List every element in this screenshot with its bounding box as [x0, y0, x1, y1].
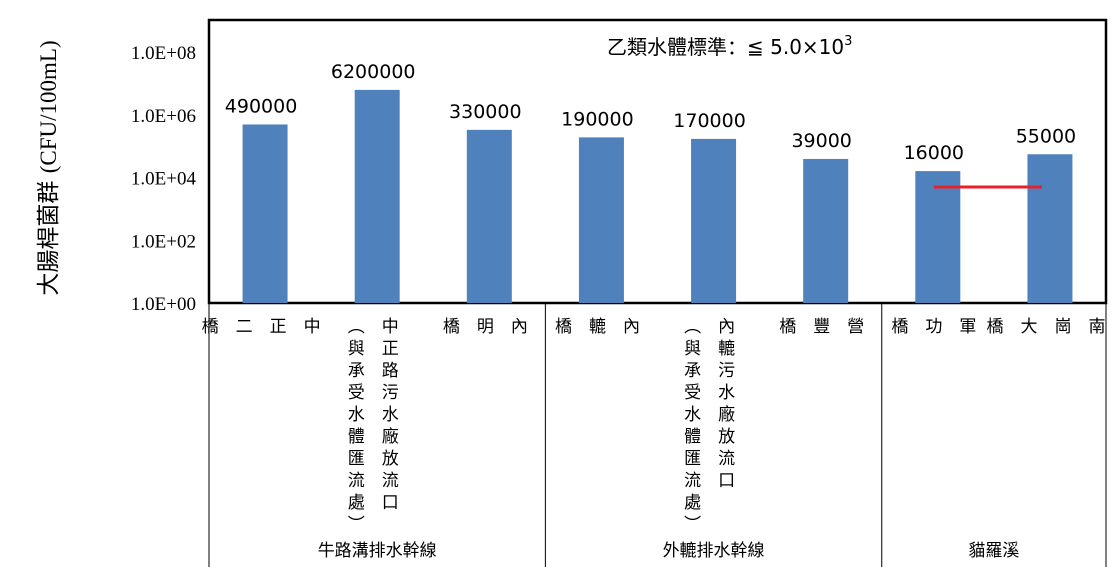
- category-label-char: 受: [348, 383, 365, 403]
- data-labels: 490000 6200000 330000 190000 170000 39000 1600…: [225, 61, 1076, 164]
- category-label-char: 橋: [779, 317, 796, 337]
- y-tick-label: 1.0E+04: [131, 169, 197, 190]
- bar: [242, 124, 288, 304]
- category-label-char: 流: [718, 449, 735, 469]
- standard-annotation: 乙類水體標準：≦ 5.0×103: [607, 34, 852, 59]
- category-label-char: ︵: [348, 317, 365, 337]
- category-label-char: ︶: [348, 515, 365, 535]
- category-label-char: 中: [304, 317, 321, 337]
- bar: [578, 137, 624, 303]
- category-label-char: 正: [382, 339, 399, 359]
- category-label-char: 轆: [718, 339, 735, 359]
- group-label: 外轆排水幹線: [663, 540, 765, 561]
- bar: [1027, 154, 1073, 303]
- category-label-char: 內: [718, 317, 735, 337]
- group-labels: 牛路溝排水幹線 外轆排水幹線 貓羅溪: [318, 540, 1020, 561]
- category-label-char: 橋: [443, 317, 460, 337]
- y-axis-ticks: 1.0E+00 1.0E+02 1.0E+04 1.0E+06 1.0E+08: [131, 43, 197, 315]
- category-label-char: ︵: [684, 317, 701, 337]
- category-label-char: 轆: [589, 317, 606, 337]
- category-label-char: 南: [1088, 317, 1105, 337]
- category-label-char: 匯: [348, 449, 365, 469]
- data-label: 39000: [791, 130, 851, 152]
- category-label-char: 中: [382, 317, 399, 337]
- data-label: 330000: [449, 101, 522, 123]
- standard-group: 乙類水體標準：≦ 5.0×103: [607, 34, 1042, 189]
- category-label-char: 橋: [891, 317, 908, 337]
- category-label-char: 大: [1020, 317, 1037, 337]
- category-label-char: 水: [382, 405, 399, 425]
- category-label-char: 放: [718, 427, 735, 447]
- bar: [466, 129, 512, 303]
- category-label-char: 水: [348, 405, 365, 425]
- category-label-char: 處: [348, 493, 365, 513]
- category-label-char: 受: [684, 383, 701, 403]
- group-label: 貓羅溪: [968, 541, 1019, 561]
- y-tick-label: 1.0E+08: [131, 43, 196, 64]
- group-label: 牛路溝排水幹線: [318, 540, 437, 561]
- category-label-char: 流: [382, 471, 399, 491]
- category-label-char: 與: [348, 339, 365, 359]
- category-label-char: 明: [477, 317, 494, 337]
- category-label-char: 水: [684, 405, 701, 425]
- bar: [803, 158, 849, 303]
- category-label-char: 軍: [959, 317, 976, 337]
- category-label-char: 廠: [718, 404, 735, 425]
- category-label-char: 流: [684, 471, 701, 491]
- category-label-char: 崗: [1054, 317, 1071, 337]
- category-label-char: 二: [236, 317, 253, 337]
- category-label-char: 橋: [555, 317, 572, 337]
- category-label-char: 內: [623, 317, 640, 337]
- category-label-char: 污: [382, 383, 399, 403]
- y-axis-label: 大腸桿菌群 (CFU/100mL): [36, 40, 62, 295]
- category-label-char: 體: [684, 427, 701, 447]
- category-label-char: 流: [348, 471, 365, 491]
- category-label-char: 廠: [382, 426, 399, 447]
- category-label-char: 正: [270, 317, 287, 337]
- category-label-char: 營: [847, 317, 864, 337]
- data-label: 190000: [561, 108, 634, 130]
- y-tick-label: 1.0E+02: [131, 231, 196, 252]
- category-label-char: 口: [382, 493, 399, 513]
- y-axis-title: 大腸桿菌群 (CFU/100mL): [36, 40, 62, 295]
- bars: [242, 89, 1073, 304]
- data-label: 6200000: [331, 61, 416, 83]
- bar: [354, 89, 400, 304]
- category-label-char: 放: [382, 449, 399, 469]
- category-label-char: 匯: [684, 449, 701, 469]
- data-label: 55000: [1016, 125, 1076, 147]
- category-label-char: 橋: [986, 317, 1003, 337]
- category-label-char: 豐: [813, 317, 830, 337]
- bar: [915, 171, 961, 303]
- category-label-char: 水: [718, 383, 735, 403]
- y-tick-label: 1.0E+06: [131, 106, 196, 127]
- category-label-char: 內: [511, 317, 528, 337]
- plot-area: [207, 18, 1108, 305]
- y-tick-label: 1.0E+00: [131, 294, 196, 315]
- category-label-char: 與: [684, 339, 701, 359]
- category-label-char: ︶: [684, 515, 701, 535]
- bar: [691, 138, 737, 303]
- category-label-char: 路: [382, 361, 399, 381]
- category-label-char: 功: [925, 317, 942, 337]
- category-label-char: 處: [684, 493, 701, 513]
- category-label-char: 承: [348, 361, 365, 381]
- category-label-char: 橋: [202, 317, 219, 337]
- category-label-char: 承: [684, 361, 701, 381]
- category-label-char: 污: [718, 361, 735, 381]
- category-label-char: 體: [348, 427, 365, 447]
- data-label: 16000: [904, 142, 964, 164]
- data-label: 490000: [225, 95, 298, 117]
- data-label: 170000: [673, 110, 746, 132]
- category-label-char: 口: [718, 471, 735, 491]
